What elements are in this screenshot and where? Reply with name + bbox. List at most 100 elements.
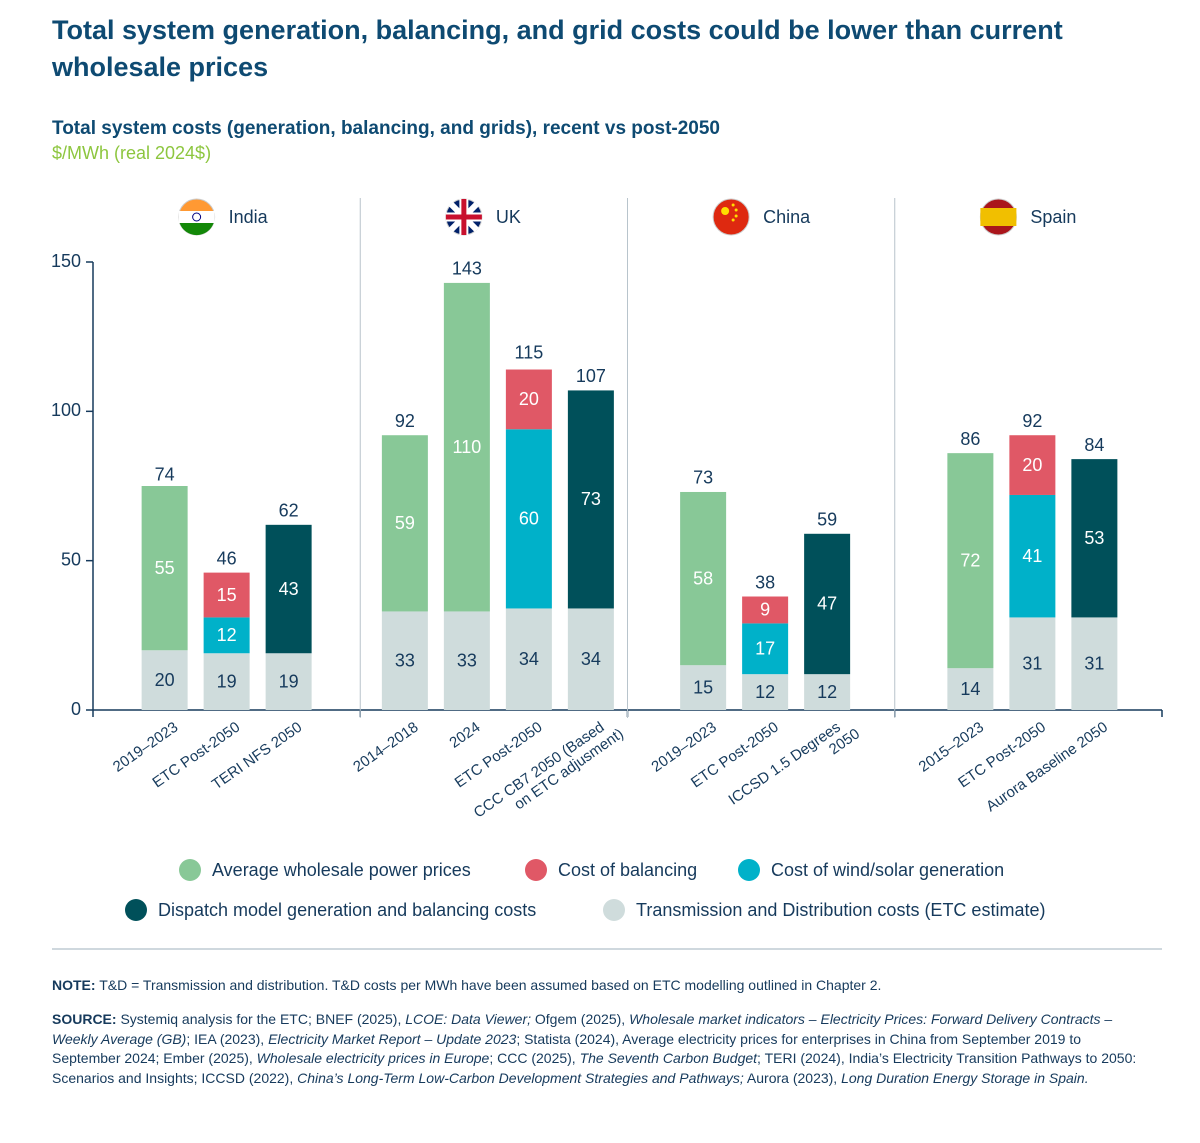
group-label: China bbox=[763, 207, 811, 227]
total-label: 74 bbox=[155, 465, 175, 485]
flag bbox=[721, 207, 730, 215]
bar-segment bbox=[141, 650, 188, 710]
total-label: 92 bbox=[395, 411, 415, 431]
data-label: 59 bbox=[395, 513, 415, 533]
page-title: Total system generation, balancing, and … bbox=[52, 15, 1063, 82]
group-label: Spain bbox=[1030, 207, 1076, 227]
data-label: 55 bbox=[155, 558, 175, 578]
bar-segment bbox=[203, 617, 250, 654]
bar-segment bbox=[381, 435, 428, 612]
flag bbox=[192, 212, 202, 222]
legend-label: Cost of wind/solar generation bbox=[771, 860, 1004, 880]
data-label: 33 bbox=[395, 650, 415, 670]
bar-segment bbox=[1009, 494, 1056, 618]
bar-segment bbox=[443, 611, 490, 710]
legend-marker bbox=[125, 899, 147, 921]
x-tick-label: ICCSD 1.5 Degrees2050 bbox=[725, 712, 863, 822]
bar-segment bbox=[804, 674, 851, 710]
source-text: Long Duration Energy Storage in Spain. bbox=[841, 1069, 1089, 1086]
note-label: NOTE: bbox=[52, 977, 96, 993]
bar-segment bbox=[567, 390, 614, 609]
source-label: SOURCE: bbox=[52, 1011, 117, 1027]
data-label: 20 bbox=[155, 670, 175, 690]
data-label: 17 bbox=[755, 639, 775, 659]
total-label: 73 bbox=[693, 468, 713, 488]
data-label: 12 bbox=[755, 682, 775, 702]
data-label: 20 bbox=[1022, 455, 1042, 475]
total-label: 62 bbox=[279, 501, 299, 521]
data-label: 33 bbox=[457, 650, 477, 670]
bar-segment bbox=[505, 608, 552, 710]
legend-label: Average wholesale power prices bbox=[212, 860, 471, 880]
bar-segment bbox=[505, 429, 552, 609]
total-label: 143 bbox=[452, 259, 482, 279]
source-text: ; IEA (2023), bbox=[186, 1030, 269, 1047]
source-text: The Seventh Carbon Budget bbox=[579, 1050, 758, 1066]
legend-label: Dispatch model generation and balancing … bbox=[158, 900, 536, 920]
y-tick-label: 100 bbox=[51, 400, 81, 420]
data-label: 34 bbox=[519, 649, 539, 669]
bar-segment bbox=[680, 665, 727, 710]
x-tick-label: 2014–2018 bbox=[350, 719, 421, 776]
total-label: 84 bbox=[1084, 435, 1104, 455]
flag bbox=[179, 223, 214, 236]
x-tick-label: CCC CB7 2050 (Basedon ETC adjusment) bbox=[471, 712, 627, 835]
source-text: ; CCC (2025), bbox=[489, 1050, 580, 1066]
data-label: 19 bbox=[217, 671, 237, 691]
bar-segment bbox=[947, 453, 994, 669]
chart: Total system costs (generation, balancin… bbox=[51, 118, 1163, 950]
flag bbox=[731, 203, 735, 207]
data-label: 31 bbox=[1084, 653, 1104, 673]
bar-segment bbox=[742, 596, 789, 624]
data-label: 9 bbox=[760, 600, 770, 620]
group-label: UK bbox=[496, 207, 521, 227]
data-label: 58 bbox=[693, 568, 713, 588]
total-label: 46 bbox=[217, 548, 237, 568]
bar-segment bbox=[443, 282, 490, 612]
flag bbox=[734, 208, 738, 212]
bar-segment bbox=[505, 369, 552, 430]
data-label: 12 bbox=[217, 625, 237, 645]
total-label: 115 bbox=[515, 342, 544, 362]
source-text: Wholesale electricity prices in Europe bbox=[256, 1050, 490, 1066]
data-label: 60 bbox=[519, 509, 539, 529]
legend-marker bbox=[603, 899, 625, 921]
y-tick-label: 50 bbox=[61, 549, 81, 569]
group-label: India bbox=[229, 207, 269, 227]
flag bbox=[178, 211, 215, 223]
legend-label: Cost of balancing bbox=[558, 860, 697, 880]
data-label: 73 bbox=[581, 489, 601, 509]
legend-marker bbox=[738, 859, 760, 881]
bar-segment bbox=[680, 491, 727, 666]
source-text: ; Statista (2024), Average electricity p… bbox=[52, 1030, 1081, 1067]
data-label: 15 bbox=[217, 585, 237, 605]
source-text: Ofgem (2025), bbox=[531, 1011, 630, 1027]
flag bbox=[734, 214, 738, 218]
bar-segment bbox=[1071, 617, 1118, 710]
x-tick-label-line: ICCSD 1.5 Degrees bbox=[725, 719, 843, 809]
data-label: 12 bbox=[817, 682, 837, 702]
x-tick-label-line: 2014–2018 bbox=[350, 719, 421, 776]
chart-subtitle: $/MWh (real 2024$) bbox=[52, 143, 211, 163]
source-text: Aurora (2023), bbox=[743, 1069, 842, 1086]
note-text: T&D = Transmission and distribution. T&D… bbox=[99, 977, 882, 993]
y-tick-label: 0 bbox=[71, 699, 81, 719]
data-label: 31 bbox=[1022, 653, 1042, 673]
bar-segment bbox=[265, 653, 312, 710]
legend-marker bbox=[525, 859, 547, 881]
bar-segment bbox=[1009, 617, 1056, 710]
source-text: Systemiq analysis for the ETC; BNEF (202… bbox=[120, 1011, 406, 1027]
total-label: 86 bbox=[960, 429, 980, 449]
data-label: 15 bbox=[693, 677, 713, 697]
bar-segment bbox=[1071, 459, 1118, 618]
data-label: 20 bbox=[519, 389, 539, 409]
bar-segment bbox=[203, 653, 250, 710]
flag bbox=[445, 199, 482, 235]
bar-segment bbox=[265, 524, 312, 654]
bar-segment bbox=[742, 623, 789, 675]
bar-segment bbox=[742, 674, 789, 710]
note: NOTE: T&D = Transmission and distributio… bbox=[52, 976, 1152, 996]
y-tick-label: 150 bbox=[51, 251, 81, 271]
x-tick-label: 2024 bbox=[446, 719, 483, 752]
